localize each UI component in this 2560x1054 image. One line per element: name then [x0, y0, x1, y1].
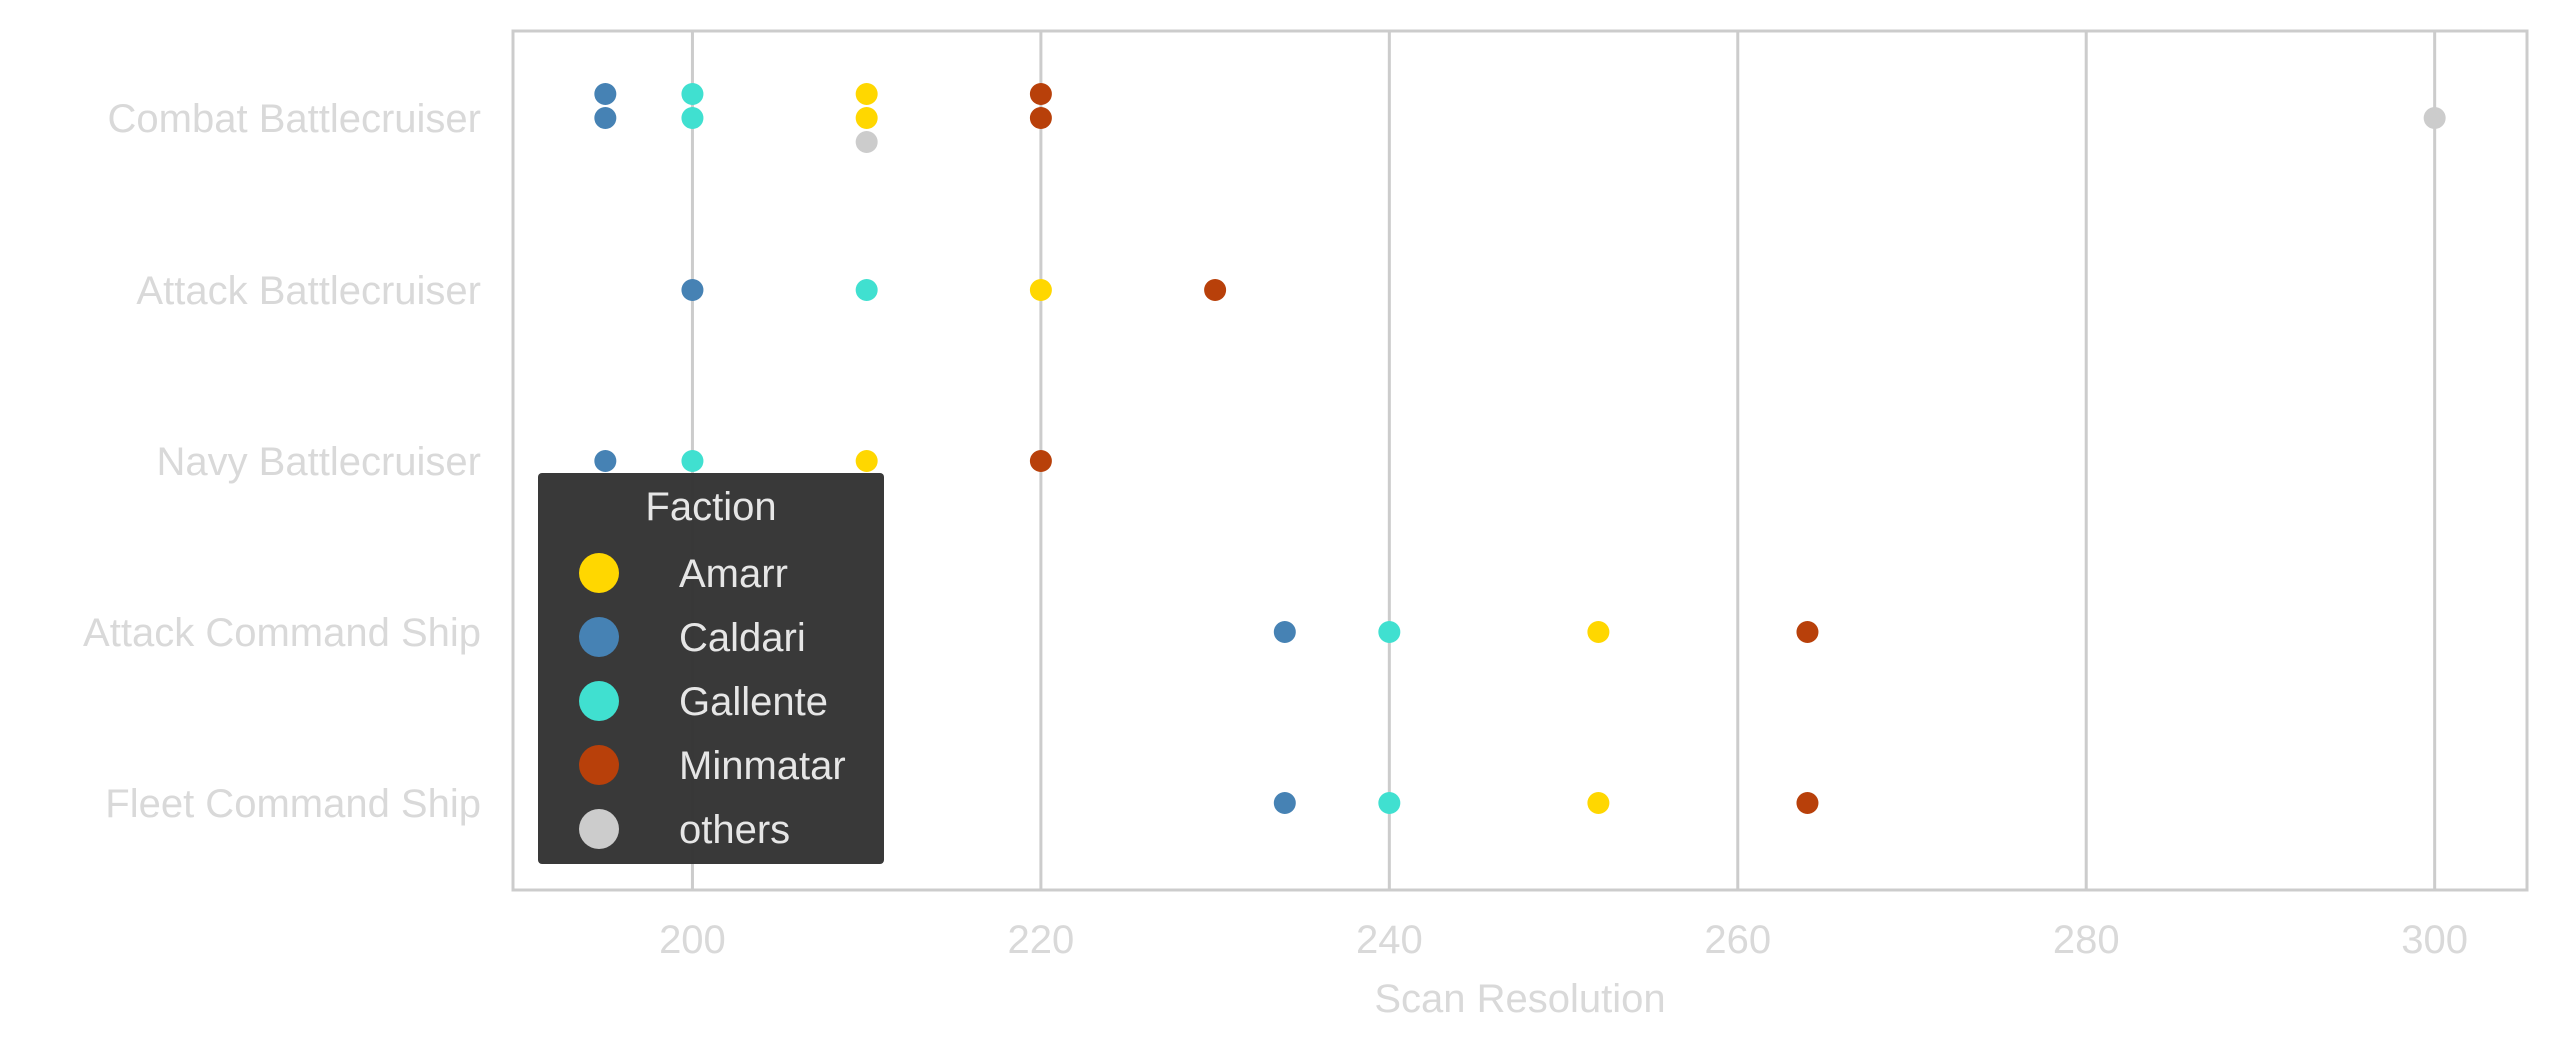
- x-tick-label-220: 220: [1008, 918, 1075, 962]
- y-tick-label: Attack Command Ship: [83, 611, 481, 655]
- data-point-amarr: [855, 83, 878, 105]
- legend-marker-minmatar: [579, 745, 619, 785]
- y-tick-label: Navy Battlecruiser: [156, 440, 481, 484]
- legend: Faction Amarr Caldari Gallente Minmatar othe…: [538, 473, 884, 864]
- data-point-caldari: [681, 279, 704, 301]
- data-point-gallente: [1378, 792, 1401, 814]
- data-point-amarr: [1587, 621, 1610, 643]
- data-point-others: [2423, 107, 2446, 129]
- data-point-caldari: [1273, 792, 1296, 814]
- data-point-gallente: [1378, 621, 1401, 643]
- y-axis-ticks: Combat Battlecruiser Attack Battlecruiser…: [83, 97, 481, 826]
- data-point-caldari: [1273, 621, 1296, 643]
- x-axis-ticks: 200 220 240 260 280 300: [659, 918, 2468, 962]
- legend-label-caldari: Caldari: [679, 616, 806, 660]
- data-point-caldari: [594, 450, 617, 472]
- y-tick-label: Combat Battlecruiser: [108, 97, 481, 141]
- data-points: [594, 83, 2446, 814]
- legend-label-gallente: Gallente: [679, 680, 828, 724]
- data-point-gallente: [681, 83, 704, 105]
- y-tick-label: Fleet Command Ship: [105, 782, 481, 826]
- data-point-amarr: [1587, 792, 1610, 814]
- x-tick-label-300: 300: [2401, 918, 2468, 962]
- data-point-minmatar: [1029, 450, 1052, 472]
- x-axis-title: Scan Resolution: [1374, 977, 1665, 1021]
- data-point-minmatar: [1796, 792, 1819, 814]
- x-tick-label-240: 240: [1356, 918, 1423, 962]
- data-point-amarr: [1029, 279, 1052, 301]
- legend-box: [538, 473, 884, 864]
- legend-title: Faction: [645, 485, 776, 529]
- data-point-minmatar: [1029, 107, 1052, 129]
- y-tick-label: Attack Battlecruiser: [136, 269, 481, 313]
- data-point-minmatar: [1204, 279, 1227, 301]
- legend-label-others: others: [679, 808, 790, 852]
- legend-marker-gallente: [579, 681, 619, 721]
- legend-entries: Amarr Caldari Gallente Minmatar others: [579, 552, 846, 852]
- data-point-gallente: [681, 107, 704, 129]
- legend-marker-caldari: [579, 617, 619, 657]
- data-point-caldari: [594, 83, 617, 105]
- legend-marker-amarr: [579, 553, 619, 593]
- legend-marker-others: [579, 809, 619, 849]
- x-tick-label-200: 200: [659, 918, 726, 962]
- x-tick-label-260: 260: [1704, 918, 1771, 962]
- legend-label-amarr: Amarr: [679, 552, 788, 596]
- data-point-gallente: [855, 279, 878, 301]
- x-tick-label-280: 280: [2053, 918, 2120, 962]
- data-point-amarr: [855, 450, 878, 472]
- legend-label-minmatar: Minmatar: [679, 744, 846, 788]
- data-point-minmatar: [1796, 621, 1819, 643]
- data-point-caldari: [594, 107, 617, 129]
- data-point-amarr: [855, 107, 878, 129]
- data-point-others: [855, 131, 878, 153]
- data-point-minmatar: [1029, 83, 1052, 105]
- data-point-gallente: [681, 450, 704, 472]
